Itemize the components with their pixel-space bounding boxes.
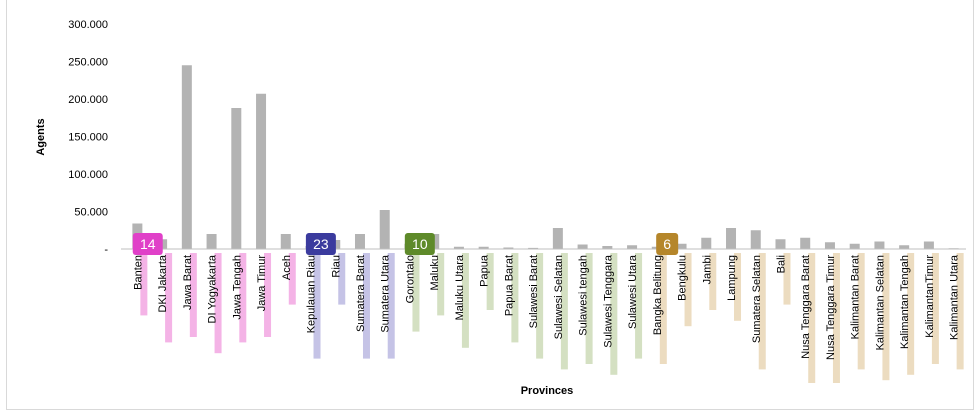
category-label: Sulawesi Barat <box>528 255 540 328</box>
bar <box>281 234 291 249</box>
y-tick-label: 250.000 <box>68 57 108 69</box>
category-label: Sulawesi Selatan <box>553 255 565 339</box>
bar <box>627 245 637 249</box>
bar <box>182 65 192 249</box>
category-label: Sulawesi Utara <box>627 254 639 329</box>
category-label: Kalimantan Tengah <box>899 255 911 349</box>
y-tick-label: 50.000 <box>74 207 108 219</box>
bar <box>256 94 266 249</box>
bar <box>380 210 390 249</box>
bar <box>874 242 884 250</box>
category-label: Jawa Tengah <box>231 255 243 320</box>
category-label: Lampung <box>726 255 738 301</box>
category-label: Maluku <box>429 255 441 290</box>
bar <box>578 245 588 250</box>
category-label: Papua <box>479 254 491 287</box>
category-label: KalimantanTimur <box>924 255 936 338</box>
y-tick-label: 150.000 <box>68 132 108 144</box>
bar <box>726 228 736 249</box>
category-label: Jawa Timur <box>256 255 268 312</box>
category-label: DI Yogyakarta <box>207 254 219 323</box>
bar <box>701 238 711 249</box>
y-tick-label: - <box>104 244 108 256</box>
bar <box>207 234 217 249</box>
category-label: Papua Barat <box>503 255 515 316</box>
category-label: Jambi <box>701 255 713 284</box>
bar <box>355 234 365 249</box>
category-label: Sumatera Barat <box>355 255 367 332</box>
bar <box>800 238 810 249</box>
category-label: Bengkulu <box>677 255 689 301</box>
y-tick-label: 200.000 <box>68 94 108 106</box>
category-label: DKI Jakarta <box>157 254 169 312</box>
category-label: Nusa Tenggara Barat <box>800 255 812 359</box>
bar <box>899 245 909 249</box>
y-tick-label: 100.000 <box>68 169 108 181</box>
category-label: Sumatera Selatan <box>751 255 763 343</box>
bar <box>775 239 785 249</box>
bar <box>751 230 761 249</box>
category-label: Aceh <box>281 255 293 280</box>
y-tick-label: 300.000 <box>68 19 108 31</box>
y-axis-title: Agents <box>35 118 47 155</box>
category-label: Gorontalo <box>404 255 416 303</box>
category-label: Kepulauan Riau <box>306 255 318 333</box>
group-count-label: 14 <box>140 236 156 252</box>
category-label: Maluku Utara <box>454 254 466 320</box>
category-label: Kalimantan Barat <box>850 255 862 339</box>
x-axis-title: Provinces <box>521 385 574 397</box>
bar <box>850 244 860 249</box>
category-label: Sulawesi tengah <box>578 255 590 336</box>
category-label: Kalimantan Selatan <box>874 255 886 350</box>
group-count-label: 10 <box>412 236 428 252</box>
category-label: Bangka Belitung <box>652 255 664 335</box>
category-label: Sumatera Utara <box>380 254 392 333</box>
bar <box>231 108 241 249</box>
category-label: Banten <box>132 255 144 290</box>
category-label: Kalimantan Utara <box>949 254 961 340</box>
bar <box>553 228 563 249</box>
category-label: Sulawesi Tenggara <box>602 254 614 348</box>
group-count-label: 6 <box>663 236 671 252</box>
bar <box>825 242 835 249</box>
category-label: Riau <box>330 255 342 278</box>
category-label: Jawa Barat <box>182 255 194 310</box>
group-count-label: 23 <box>313 236 329 252</box>
category-label: Nusa Tenggara Timur <box>825 255 837 360</box>
category-label: Bali <box>775 255 787 273</box>
bar <box>924 242 934 250</box>
